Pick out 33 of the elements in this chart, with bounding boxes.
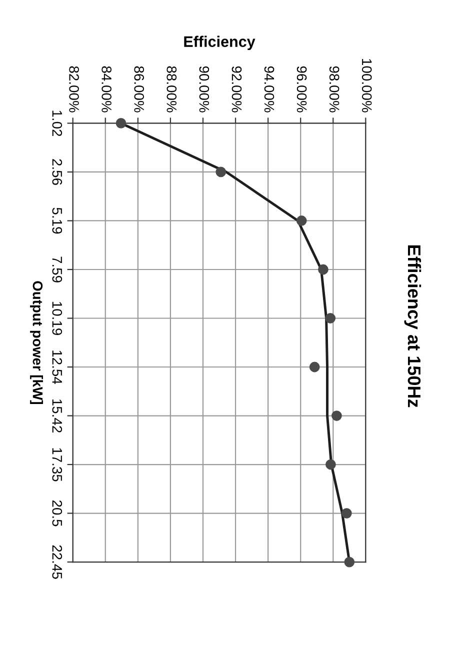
y-tick-label: 17.35 bbox=[52, 448, 62, 482]
point bbox=[318, 264, 328, 275]
point bbox=[296, 216, 307, 226]
x-tick-label: 84.00% bbox=[102, 66, 112, 112]
y-tick-label: 10.19 bbox=[52, 302, 62, 335]
point bbox=[341, 508, 352, 518]
x-tick-label: 86.00% bbox=[134, 66, 144, 112]
x-tick-label: 88.00% bbox=[166, 66, 177, 112]
point bbox=[116, 118, 126, 128]
y-tick-label: 20.5 bbox=[52, 500, 62, 526]
x-tick-label: 98.00% bbox=[329, 66, 340, 112]
x-tick-label: 90.00% bbox=[199, 66, 210, 112]
point bbox=[332, 410, 342, 421]
x-tick-label: 92.00% bbox=[232, 66, 242, 112]
x-axis-title: Efficiency bbox=[184, 36, 256, 50]
y-tick-label: 15.42 bbox=[52, 399, 62, 432]
x-tick-label: 82.00% bbox=[69, 66, 79, 112]
text: Efficiency at 150Hz bbox=[404, 245, 422, 408]
point bbox=[344, 556, 355, 568]
x-tick-label: 100.00% bbox=[362, 59, 372, 112]
y-tick-label: 1.02 bbox=[52, 110, 62, 136]
y-tick-label: 5.19 bbox=[52, 208, 62, 234]
y-tick-label: 2.56 bbox=[52, 159, 62, 185]
y-tick-label: 22.45 bbox=[52, 545, 62, 579]
point bbox=[325, 459, 336, 470]
point bbox=[216, 166, 226, 178]
y-axis-title: Output power [kW] bbox=[30, 281, 43, 404]
x-tick-label: 96.00% bbox=[296, 66, 307, 112]
y-tick-label: 7.59 bbox=[52, 256, 62, 282]
x-tick-label: 94.00% bbox=[264, 66, 274, 112]
point bbox=[325, 313, 336, 324]
y-tick-label: 12.54 bbox=[52, 350, 62, 384]
point bbox=[309, 362, 320, 372]
